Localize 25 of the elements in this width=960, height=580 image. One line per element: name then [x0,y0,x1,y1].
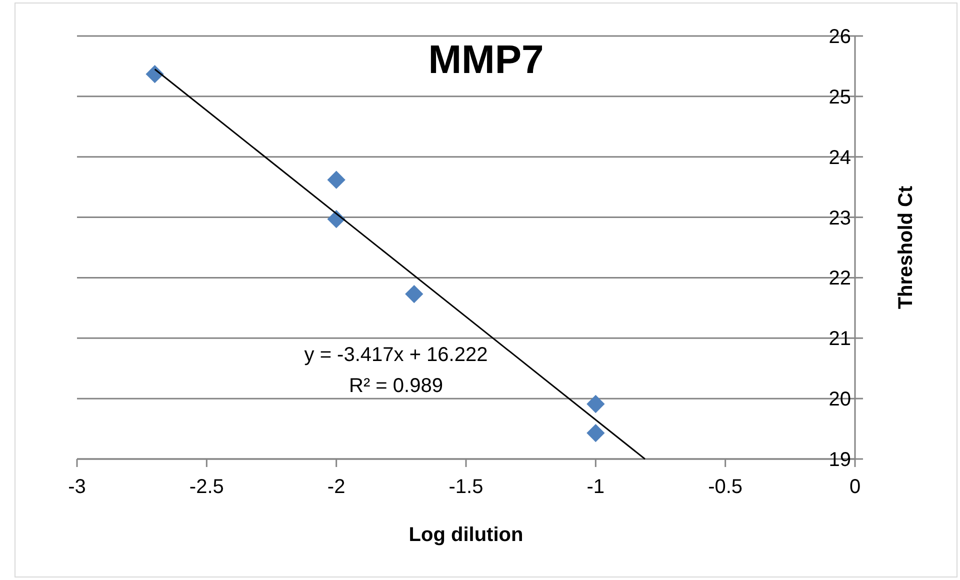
y-tick-label: 23 [828,207,851,230]
annotation: R² = 0.989 [349,375,443,397]
x-tick-label: -1 [586,476,605,498]
y-tick-label: 24 [828,146,851,169]
x-axis-title: Log dilution [408,524,524,546]
y-tick-label: 25 [828,86,851,108]
point [586,394,605,414]
y-tick-label: 20 [828,388,851,411]
x-tick-label: -2 [327,476,346,498]
y-tick-label: 22 [828,268,851,290]
y-axis-title: Threshold Ct [895,186,917,310]
point [405,284,424,304]
y-tick-label: 26 [828,26,851,48]
point [327,170,346,189]
point [146,64,164,84]
y-tick-label: 21 [828,328,851,350]
x-tick-label: -3 [68,476,86,498]
annotation: y = -3.417x + 16.222 [304,344,488,366]
chart-title: MMP7 [428,38,544,82]
x-tick-label: -0.5 [708,476,743,498]
x-tick-label: 0 [849,476,861,498]
x-tick-label: -2.5 [189,476,224,498]
point [586,424,605,442]
y-tick-label: 19 [828,449,851,471]
x-tick-label: -1.5 [448,476,484,498]
